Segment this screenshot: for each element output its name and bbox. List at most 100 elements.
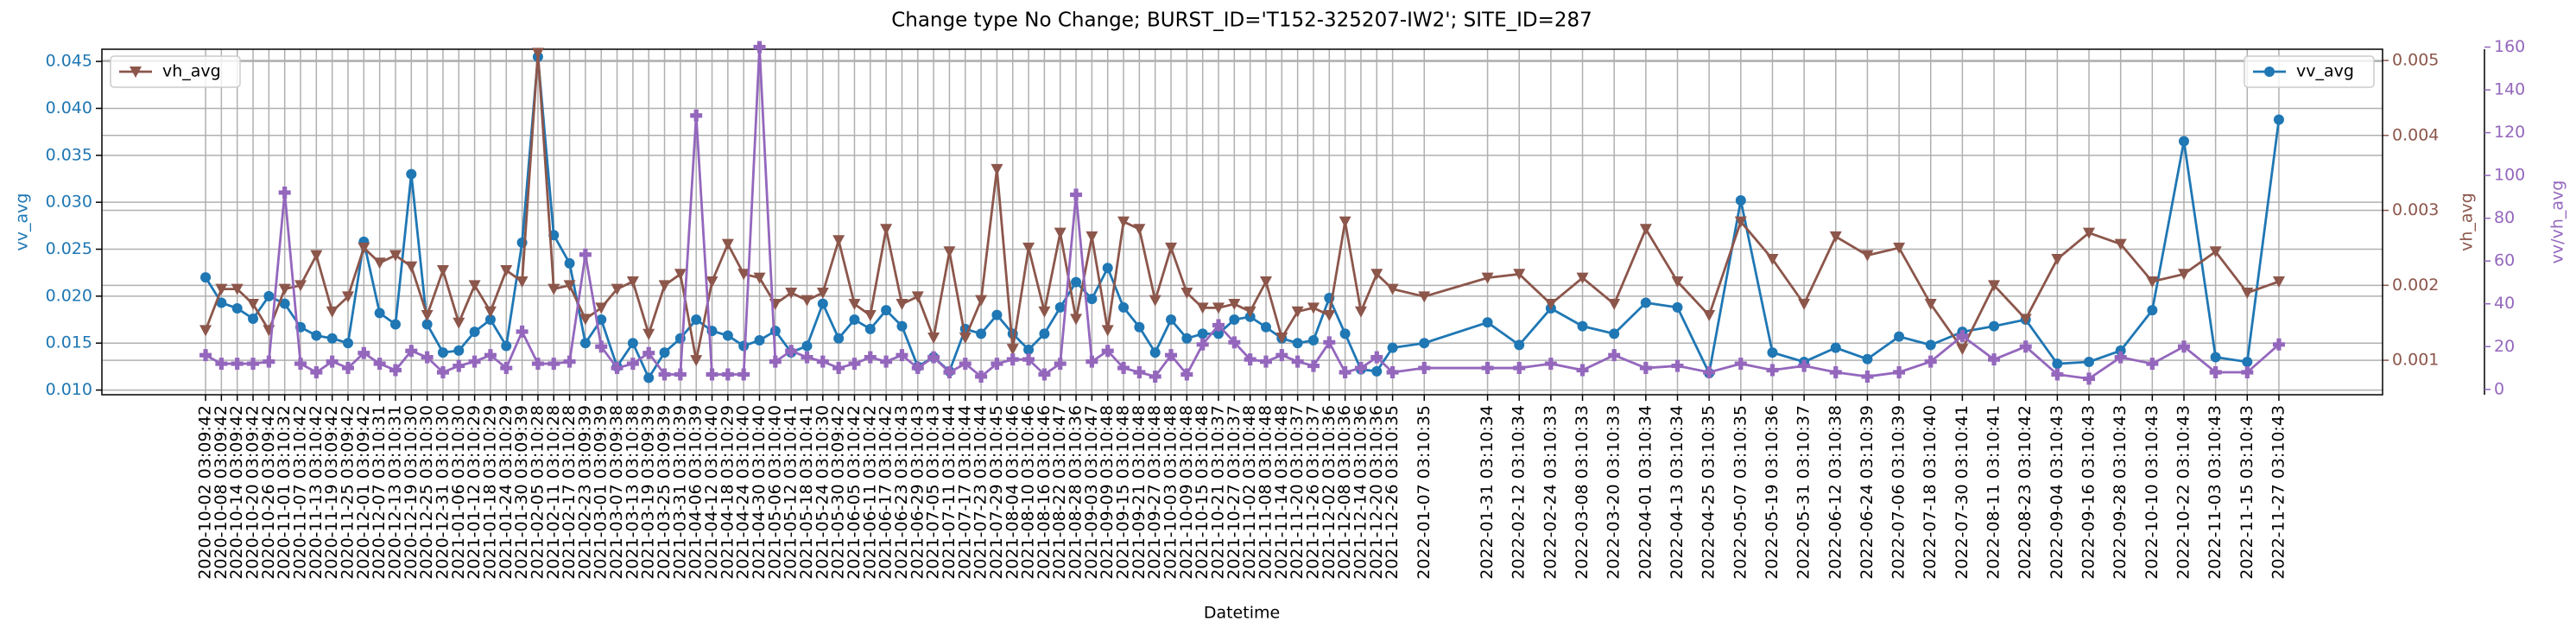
data-point: [690, 109, 703, 122]
data-point: [564, 257, 575, 269]
data-point: [437, 347, 448, 358]
data-point: [2241, 287, 2254, 299]
data-point: [1513, 269, 1526, 281]
data-point: [864, 351, 877, 364]
data-point: [563, 280, 576, 292]
x-tick-label: 2021-03-07 03:09:38: [607, 405, 626, 580]
x-tick-label: 2022-09-04 03:10:43: [2048, 405, 2066, 580]
x-tick-label: 2021-06-11 03:10:42: [860, 405, 879, 580]
data-point: [389, 319, 401, 330]
data-point: [278, 186, 291, 199]
data-point: [1354, 306, 1367, 318]
data-point: [516, 276, 528, 288]
x-tick-label: 2020-12-19 03:10:30: [402, 405, 421, 580]
data-point: [2146, 276, 2159, 288]
x-tick-label: 2022-04-25 03:10:35: [1699, 405, 1718, 580]
data-point: [817, 298, 828, 309]
data-point: [373, 257, 386, 269]
data-point: [1609, 328, 1620, 339]
data-point: [1181, 333, 1193, 344]
x-tick-label: 2021-12-14 03:10:36: [1351, 405, 1370, 580]
data-point: [1307, 334, 1319, 346]
data-point: [1006, 344, 1019, 356]
data-point: [310, 250, 323, 262]
data-point: [247, 299, 260, 311]
data-point: [294, 358, 307, 371]
data-point: [1370, 351, 1383, 364]
data-point: [1244, 353, 1256, 366]
data-point: [1117, 362, 1130, 375]
x-tick-label: 2021-07-23 03:10:44: [972, 405, 991, 580]
data-point: [658, 368, 671, 381]
data-point: [975, 370, 988, 383]
x-tick-label: 2022-03-20 03:10:33: [1604, 405, 1623, 580]
data-point: [1734, 358, 1747, 371]
x-tick-label: 2020-12-13 03:10:31: [385, 405, 404, 580]
data-point: [263, 355, 275, 368]
data-point: [2051, 253, 2064, 265]
x-tick-label: 2021-10-15 03:10:48: [1193, 405, 1212, 580]
data-point: [1133, 365, 1146, 378]
data-point: [1134, 321, 1145, 333]
data-point: [1085, 355, 1098, 368]
data-point: [1671, 359, 1684, 372]
data-point: [816, 287, 829, 299]
data-point: [690, 355, 703, 367]
x-tick-label: 2022-04-13 03:10:34: [1668, 405, 1687, 580]
data-point: [1339, 216, 1351, 228]
data-point: [642, 346, 655, 359]
data-point: [326, 355, 339, 368]
data-point: [816, 355, 829, 368]
x-tick-label: 2022-01-07 03:10:35: [1415, 405, 1434, 580]
x-tick-label: 2020-12-25 03:10:30: [417, 405, 436, 580]
data-point: [785, 345, 798, 358]
x-tick-label: 2020-10-14 03:09:42: [227, 405, 246, 580]
x-tick-label: 2022-07-06 03:10:39: [1889, 405, 1908, 580]
data-point: [1989, 320, 2000, 332]
data-point: [1894, 331, 1905, 342]
data-point: [563, 355, 576, 368]
data-point: [342, 338, 353, 349]
data-point: [2019, 314, 2032, 326]
data-point: [706, 368, 718, 381]
data-point: [1212, 302, 1225, 314]
data-point: [832, 235, 845, 247]
data-point: [1006, 353, 1019, 366]
chart-title: Change type No Change; BURST_ID='T152-32…: [891, 10, 1592, 32]
x-tick-label: 2021-10-09 03:10:48: [1177, 405, 1196, 580]
data-point: [1196, 338, 1209, 351]
x-tick-label: 2022-08-11 03:10:41: [1984, 405, 2003, 580]
data-point: [691, 314, 702, 326]
x-tick-label: 2021-03-31 03:10:39: [670, 405, 689, 580]
data-point: [231, 303, 243, 314]
data-point: [769, 326, 781, 337]
x-tick-label: 2021-08-04 03:10:46: [1003, 405, 1022, 580]
data-point: [991, 309, 1003, 320]
x-tick-label: 2021-06-05 03:10:42: [845, 405, 864, 580]
data-point: [1481, 272, 1494, 284]
x-tick-label: 2020-11-07 03:10:42: [291, 405, 310, 580]
x-tick-label: 2022-03-08 03:10:33: [1573, 405, 1592, 580]
data-point: [896, 320, 908, 332]
x-tick-label: 2021-11-14 03:10:48: [1272, 405, 1291, 580]
data-point: [611, 362, 623, 375]
data-point: [1767, 347, 1778, 358]
x-tick-label: 2021-01-12 03:10:29: [465, 405, 484, 580]
x-tick-label: 2021-12-20 03:10:36: [1367, 405, 1386, 580]
y-tick-label: 0.015: [46, 333, 92, 352]
data-point: [706, 276, 718, 288]
data-point: [2114, 238, 2127, 250]
data-point: [1291, 306, 1304, 318]
data-point: [2209, 246, 2222, 258]
data-point: [1640, 297, 1651, 308]
data-point: [1102, 263, 1113, 274]
y3-tick-label: 0: [2494, 379, 2504, 398]
data-point: [1418, 362, 1431, 375]
data-point: [1735, 195, 1746, 206]
x-tick-label: 2021-11-02 03:10:48: [1240, 405, 1259, 580]
x-tick-label: 2021-06-17 03:10:42: [877, 405, 896, 580]
x-tick-label: 2022-07-18 03:10:40: [1921, 405, 1940, 580]
data-point: [1212, 319, 1225, 332]
data-point: [1862, 353, 1873, 365]
data-point: [1924, 355, 1937, 368]
